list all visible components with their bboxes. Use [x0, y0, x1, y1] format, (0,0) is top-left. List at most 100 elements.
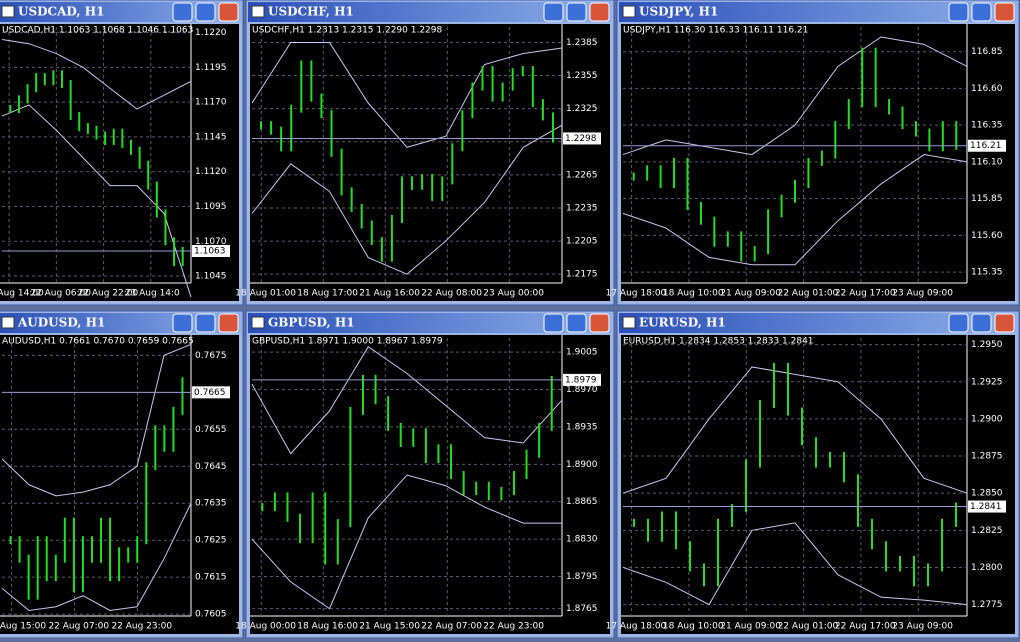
price-bar: [834, 121, 837, 159]
price-bar: [370, 220, 373, 246]
close-button[interactable]: [994, 313, 1015, 333]
y-tick-label: 0.7605: [195, 610, 227, 620]
y-tick-label: 0.7625: [195, 536, 227, 546]
price-bar: [461, 110, 464, 152]
close-button[interactable]: [589, 313, 610, 333]
bollinger-band: [1, 104, 192, 298]
price-bar: [475, 481, 478, 496]
price-bar: [501, 82, 504, 102]
x-tick-label: 22 Aug 17:00: [835, 622, 896, 632]
y-tick-label: 1.2175: [566, 270, 598, 280]
price-bar: [129, 139, 132, 155]
minimize-button[interactable]: [172, 2, 193, 22]
price-bar: [121, 128, 124, 148]
price-bar: [632, 172, 635, 181]
price-box: [968, 500, 1006, 513]
price-bar: [481, 66, 484, 91]
price-bar: [633, 518, 635, 527]
price-bar: [63, 517, 66, 563]
price-bar: [145, 462, 148, 545]
x-tick-label: 23 Aug 09:00: [892, 622, 953, 632]
minimize-button[interactable]: [543, 313, 564, 333]
chart-header: USDCAD,H1 1.1063 1.1068 1.1046 1.1063: [2, 26, 193, 36]
price-label: 0.7665: [194, 388, 226, 398]
price-bar: [686, 157, 689, 210]
y-tick-label: 1.9005: [566, 348, 598, 358]
close-button[interactable]: [589, 2, 610, 22]
x-tick-label: 17 Aug 18:00: [606, 289, 667, 299]
maximize-button[interactable]: [971, 2, 992, 22]
price-bar: [69, 80, 72, 121]
maximize-button[interactable]: [195, 313, 216, 333]
minimize-button[interactable]: [948, 313, 969, 333]
bollinger-band: [622, 36, 968, 156]
y-tick-label: 1.1045: [195, 272, 227, 282]
x-tick-label: 23 Aug 09:00: [892, 289, 953, 299]
price-bar: [753, 246, 756, 262]
close-button[interactable]: [218, 313, 239, 333]
price-bar: [330, 110, 333, 157]
price-bar: [181, 377, 184, 415]
price-bar: [9, 105, 12, 114]
price-label: 116.21: [970, 141, 1002, 151]
maximize-button[interactable]: [566, 2, 587, 22]
price-bar: [181, 247, 184, 267]
price-bar: [913, 556, 915, 587]
price-bar: [787, 362, 789, 416]
y-tick-label: 1.1070: [195, 237, 227, 247]
y-tick-label: 1.8900: [566, 460, 598, 470]
price-label: 1.8979: [565, 375, 597, 385]
price-bar: [35, 73, 38, 93]
price-box: [192, 386, 230, 399]
y-tick-label: 1.8970: [566, 385, 598, 395]
title-bar: [248, 313, 612, 333]
price-bar: [550, 375, 553, 431]
window-icon: [251, 5, 265, 18]
minimize-button[interactable]: [948, 2, 969, 22]
price-bar: [815, 437, 817, 468]
maximize-button[interactable]: [566, 313, 587, 333]
y-tick-label: 0.7655: [195, 425, 227, 435]
close-button[interactable]: [218, 2, 239, 22]
price-bar: [801, 407, 803, 446]
price-bar: [100, 517, 103, 563]
window-icon: [251, 316, 265, 329]
minimize-button[interactable]: [172, 313, 193, 333]
close-button[interactable]: [994, 2, 1015, 22]
bollinger-band: [251, 346, 563, 455]
price-bar: [451, 143, 454, 185]
price-bar: [260, 121, 263, 130]
bollinger-band: [251, 124, 563, 275]
price-bar: [374, 374, 377, 405]
price-bar: [340, 148, 343, 196]
price-box: [968, 139, 1006, 152]
y-tick-label: 1.8830: [566, 535, 598, 545]
price-bar: [380, 237, 383, 262]
bollinger-band: [622, 154, 968, 266]
x-tick-label: 22 Aug 01:00: [778, 289, 839, 299]
price-box: [563, 132, 601, 145]
price-bar: [487, 481, 490, 501]
price-bar: [927, 563, 929, 587]
chart-header: AUDUSD,H1 0.7661 0.7670 0.7659 0.7665: [2, 337, 194, 347]
price-bar: [941, 121, 944, 152]
price-bar: [411, 176, 414, 190]
chart-area: [250, 335, 610, 634]
price-bar: [675, 511, 677, 550]
x-tick-label: 22 Aug 07:00: [421, 622, 482, 632]
minimize-button[interactable]: [543, 2, 564, 22]
price-bar: [9, 536, 12, 545]
maximize-button[interactable]: [971, 313, 992, 333]
chart-window: USDJPY, H1 116.85 116.60 116.35 116.10 115.85…: [606, 0, 1020, 306]
y-tick-label: 1.8795: [566, 572, 598, 582]
price-bar: [955, 502, 957, 527]
price-bar: [717, 518, 719, 587]
price-bar: [155, 181, 158, 218]
price-bar: [767, 209, 770, 255]
bollinger-band: [622, 522, 968, 606]
price-bar: [54, 554, 57, 582]
y-tick-label: 116.35: [971, 121, 1003, 131]
maximize-button[interactable]: [195, 2, 216, 22]
price-bar: [336, 519, 339, 565]
